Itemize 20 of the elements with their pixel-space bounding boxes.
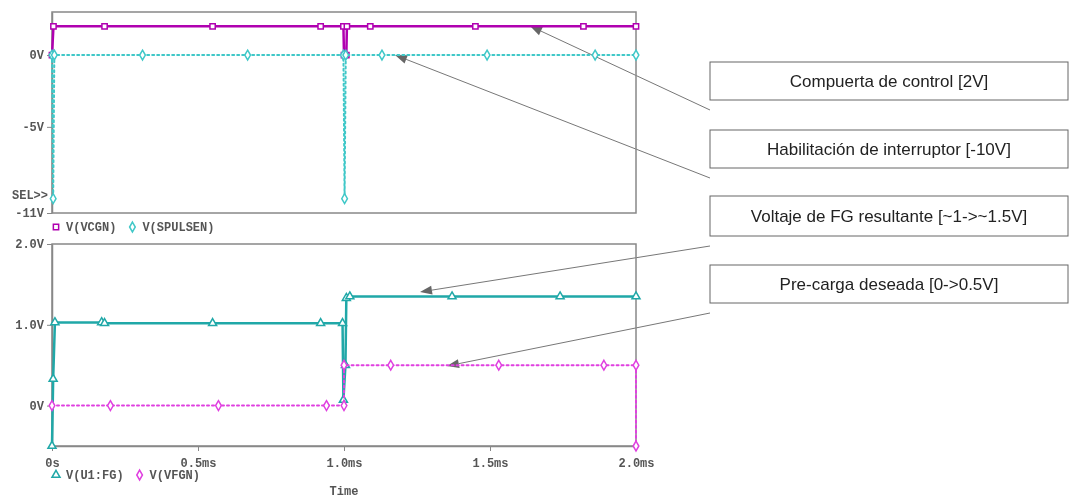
x-axis-title: Time	[329, 485, 359, 498]
legend-label: V(VCGN)	[66, 221, 117, 235]
text: Voltaje de FG resultante [~1->~1.5V]	[750, 207, 1028, 226]
y-tick-label: -11V	[15, 207, 45, 222]
legend-label: V(U1:FG)	[66, 469, 124, 483]
y-tick-label: 2.0V	[15, 238, 45, 253]
x-tick-label: 0s	[45, 457, 60, 472]
text: SEL>>	[11, 189, 48, 203]
legend-label: V(SPULSEN)	[142, 221, 215, 235]
x-tick-label: 1.0ms	[326, 457, 363, 472]
y-tick-label: 0V	[29, 399, 45, 414]
text: Pre-carga deseada [0->0.5V]	[779, 275, 999, 294]
text: Habilitación de interruptor [-10V]	[767, 140, 1011, 159]
legend-label: V(VFGN)	[149, 469, 201, 483]
x-tick-label: 1.5ms	[472, 457, 509, 472]
y-tick-label: 0V	[29, 49, 45, 64]
text: Compuerta de control [2V]	[789, 72, 989, 91]
y-tick-label: 1.0V	[15, 319, 45, 334]
y-tick-label: -5V	[22, 121, 45, 136]
x-tick-label: 2.0ms	[618, 457, 655, 472]
